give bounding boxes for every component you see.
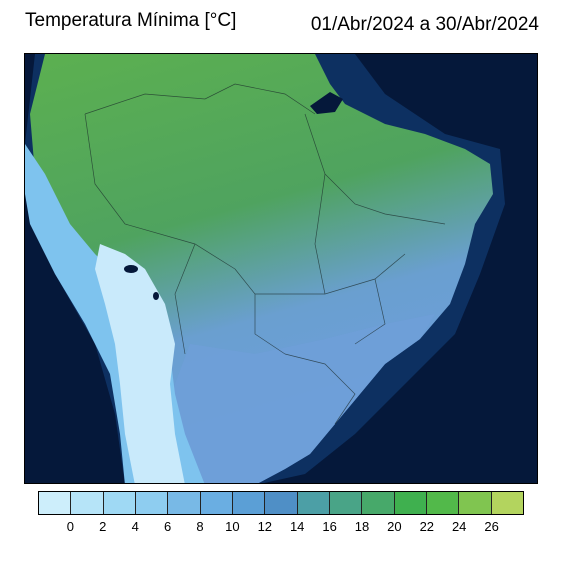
color-scale-tick-label: 8 bbox=[196, 519, 204, 534]
southern-cool-region bbox=[165, 314, 435, 483]
color-scale-swatch bbox=[265, 492, 298, 514]
color-scale-tick-label: 4 bbox=[131, 519, 139, 534]
color-scale-bar bbox=[38, 491, 524, 515]
color-scale-tick-label: 26 bbox=[484, 519, 499, 534]
color-scale-swatch bbox=[39, 492, 72, 514]
color-scale-swatch bbox=[394, 492, 427, 514]
color-scale-tick-label: 2 bbox=[99, 519, 107, 534]
color-scale-swatch bbox=[135, 492, 169, 514]
color-scale-tick-label: 20 bbox=[387, 519, 402, 534]
color-scale-tick-label: 18 bbox=[354, 519, 370, 534]
color-scale-tick-label: 6 bbox=[163, 519, 172, 534]
date-range: 01/Abr/2024 a 30/Abr/2024 bbox=[310, 14, 539, 35]
color-scale-swatch bbox=[200, 492, 233, 514]
color-scale-tick-label: 12 bbox=[257, 519, 273, 534]
color-scale-swatch bbox=[232, 492, 266, 514]
color-scale-tick-label: 0 bbox=[66, 519, 75, 534]
map-title: Temperatura Mínima [°C] bbox=[25, 10, 237, 31]
color-scale-labels: 0 2 4 6 8 10 12 14 16 18 20 22 24 26 bbox=[38, 519, 524, 537]
color-scale-swatch bbox=[459, 492, 492, 514]
lake-small bbox=[153, 292, 159, 300]
lake-titicaca bbox=[124, 265, 138, 273]
temperature-map bbox=[24, 53, 538, 484]
andes-coldest-strip bbox=[95, 244, 185, 483]
color-scale-swatch bbox=[71, 492, 104, 514]
color-scale-swatch bbox=[168, 492, 201, 514]
color-scale-swatch bbox=[426, 492, 460, 514]
color-scale-tick-label: 22 bbox=[419, 519, 435, 534]
color-scale-tick-label: 10 bbox=[225, 519, 240, 534]
color-scale-swatch bbox=[297, 492, 330, 514]
color-scale-swatch bbox=[329, 492, 363, 514]
amazon-mouth bbox=[310, 92, 343, 114]
color-scale-tick-label: 14 bbox=[289, 519, 305, 534]
color-scale-swatch bbox=[491, 492, 523, 514]
color-scale-tick-label: 16 bbox=[322, 519, 337, 534]
color-scale-swatch bbox=[103, 492, 136, 514]
country-borders bbox=[84, 83, 446, 425]
color-scale-swatch bbox=[362, 492, 395, 514]
color-scale-tick-label: 24 bbox=[451, 519, 467, 534]
